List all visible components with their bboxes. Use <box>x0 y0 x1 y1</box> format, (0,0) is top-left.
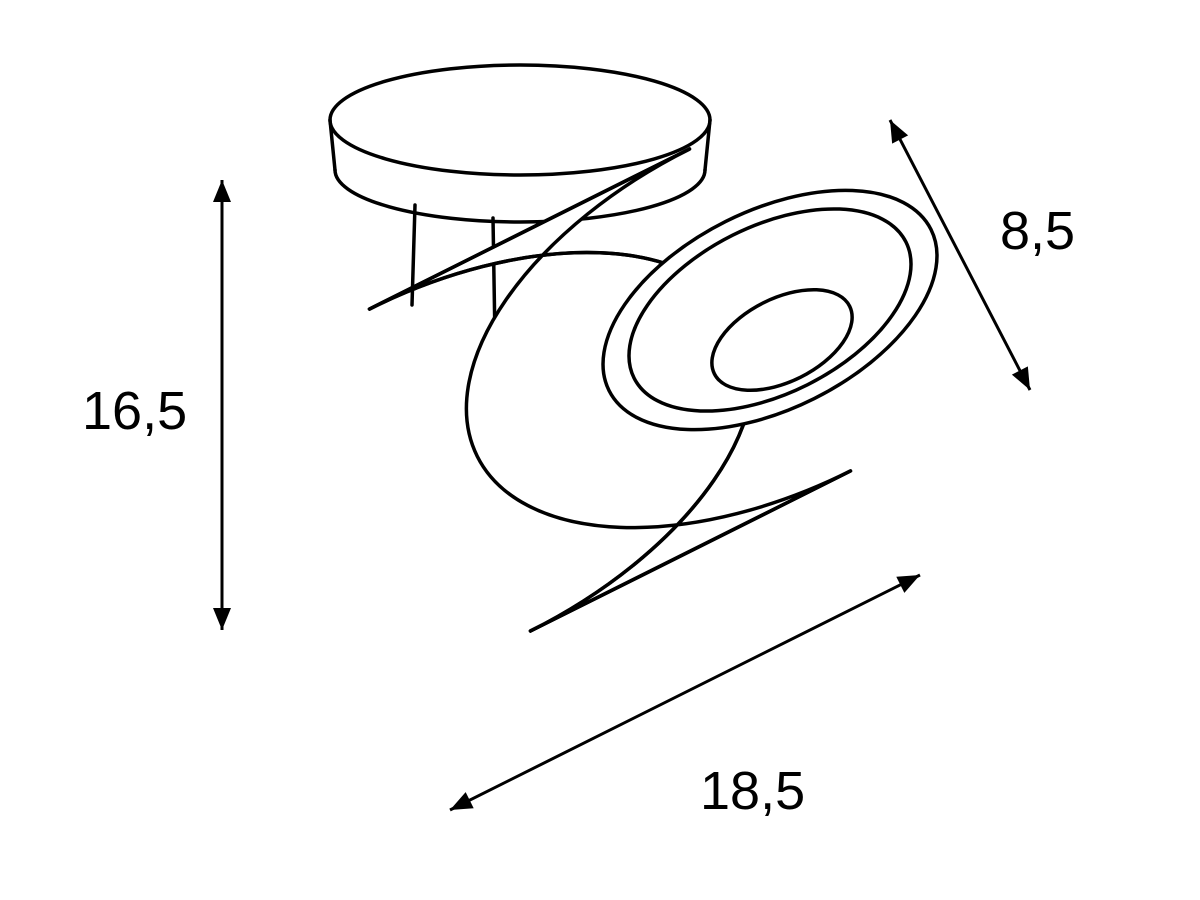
technical-drawing: { "canvas": { "width": 1200, "height": 9… <box>0 0 1200 900</box>
drawing-svg <box>0 0 1200 900</box>
dim-length-label: 18,5 <box>700 760 805 822</box>
dim-height-label: 16,5 <box>82 380 187 442</box>
dim-diameter-label: 8,5 <box>1000 200 1075 262</box>
